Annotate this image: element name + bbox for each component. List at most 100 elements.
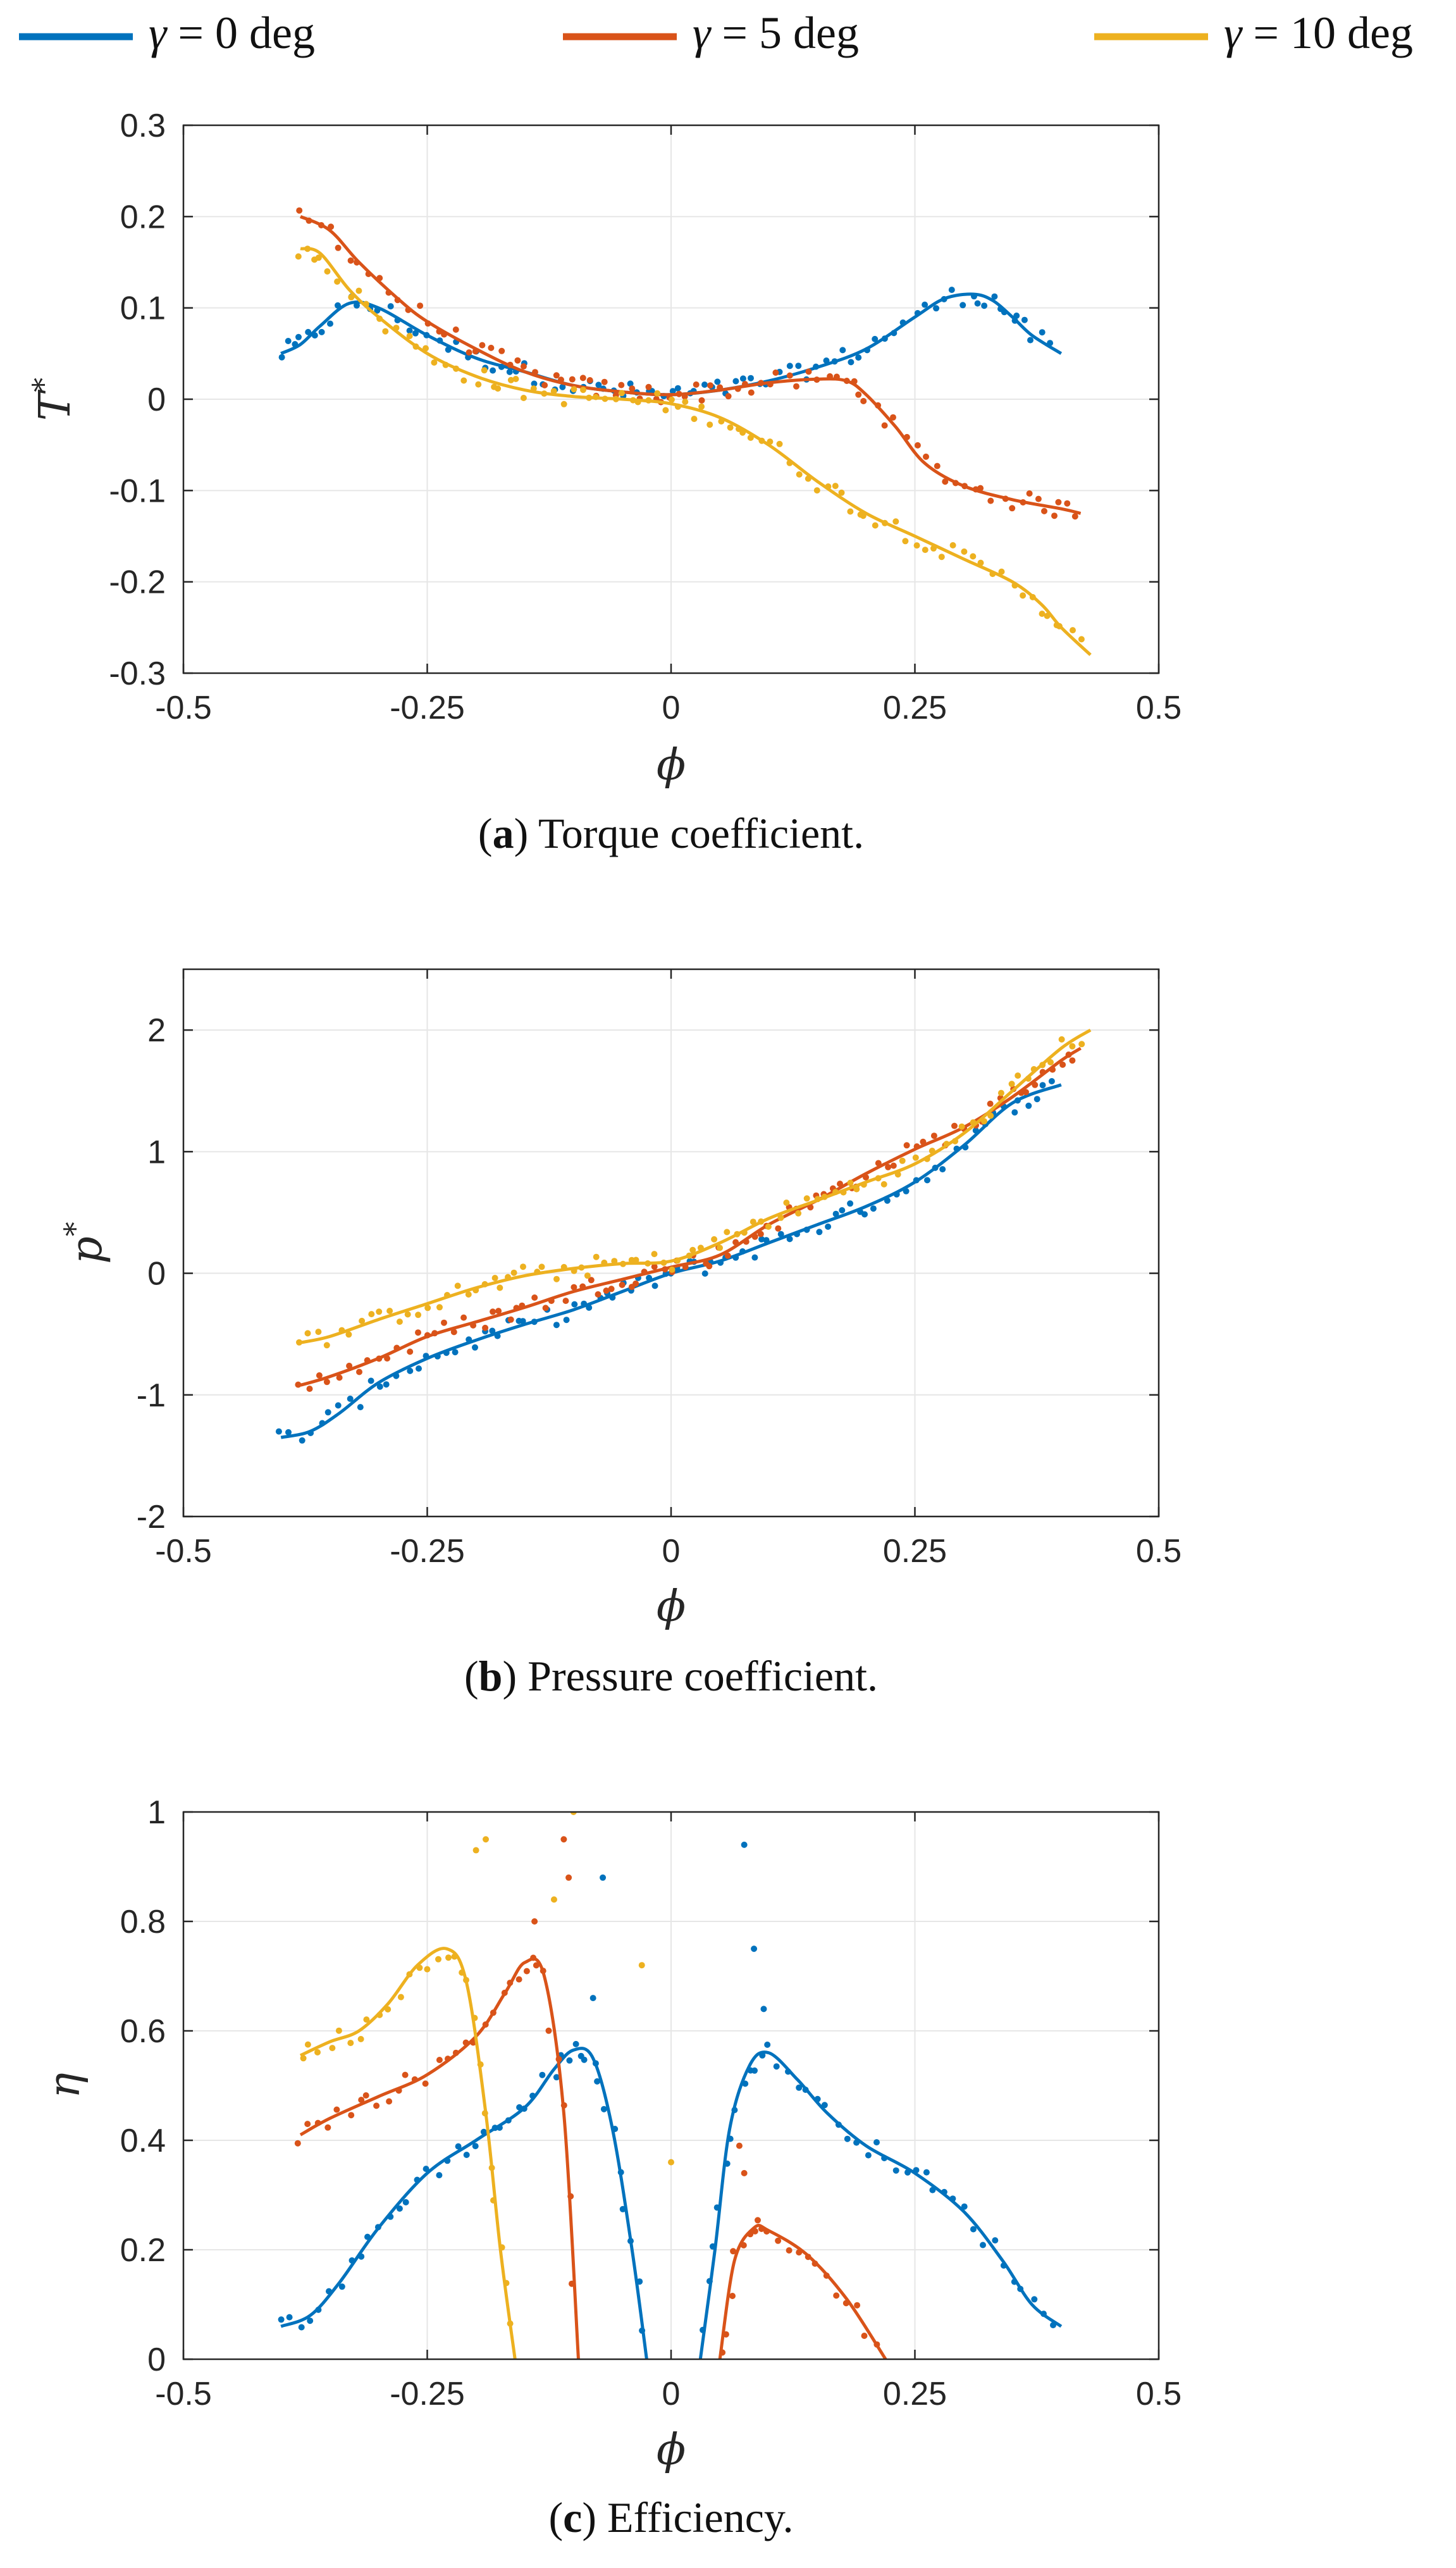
scatter-point	[359, 1317, 366, 1324]
scatter-point	[651, 1282, 658, 1289]
scatter-point	[974, 300, 981, 307]
y-axis-label-sup: *	[26, 378, 60, 392]
scatter-point	[724, 1229, 731, 1236]
scatter-point	[323, 1379, 330, 1386]
scatter-point	[275, 1428, 282, 1435]
scatter-point	[295, 1381, 302, 1388]
scatter-point	[324, 2124, 331, 2131]
scatter-point	[795, 1210, 802, 1217]
scatter-point	[707, 382, 713, 389]
scatter-point	[490, 367, 497, 374]
scatter-point	[542, 1305, 549, 1312]
scatter-point	[507, 376, 514, 383]
scatter-point	[892, 518, 899, 525]
scatter-point	[560, 1836, 567, 1843]
scatter-point	[588, 1277, 595, 1284]
scatter-point	[847, 508, 854, 515]
scatter-point	[415, 1312, 422, 1318]
chart-panel-c: -0.5 -0.25 0 0.25 0.5 0 0.2 0.4 0.6 0.8 1 ϕ η (c) Eff…	[40, 1794, 1181, 2541]
scatter-point	[495, 385, 502, 392]
scatter-point	[669, 388, 676, 395]
scatter-point	[324, 268, 331, 275]
scatter-point	[803, 1195, 810, 1202]
scatter-point	[563, 1317, 570, 1324]
scatter-point	[362, 2092, 369, 2099]
scatter-point	[796, 2084, 803, 2091]
scatter-point	[775, 1225, 782, 1232]
scatter-point	[890, 414, 896, 421]
scatter-point	[1039, 329, 1046, 336]
y-tick-label: 0.2	[120, 199, 166, 235]
y-tick-label: 2	[147, 1012, 166, 1049]
series-line	[299, 1957, 580, 2359]
scatter-point	[396, 1318, 403, 1325]
scatter-point	[773, 2063, 780, 2070]
series-line	[300, 1046, 1082, 1387]
scatter-point	[553, 2074, 560, 2081]
scatter-point	[406, 327, 413, 334]
scatter-point	[506, 368, 513, 375]
series-line	[299, 1947, 517, 2359]
scatter-point	[651, 1251, 658, 1258]
scatter-point	[689, 1246, 696, 1253]
scatter-point	[795, 363, 802, 369]
scatter-point	[706, 421, 713, 428]
series-line	[300, 1028, 1092, 1344]
y-tick-label: 0.4	[120, 2123, 166, 2159]
scatter-point	[691, 416, 698, 423]
scatter-point	[565, 1874, 572, 1881]
scatter-point	[402, 2199, 409, 2205]
scatter-point	[335, 2027, 342, 2034]
scatter-point	[368, 1311, 375, 1318]
scatter-point	[600, 2106, 607, 2112]
scatter-point	[870, 1205, 877, 1212]
scatter-point	[531, 380, 538, 387]
scatter-point	[987, 1112, 994, 1119]
scatter-point	[693, 381, 700, 388]
y-tick-label: -0.3	[109, 655, 166, 692]
scatter-point	[796, 471, 803, 478]
scatter-point	[1009, 505, 1016, 512]
scatter-point	[545, 2027, 552, 2034]
scatter-point	[608, 1286, 615, 1293]
scatter-point	[586, 377, 593, 383]
scatter-point	[1008, 1081, 1015, 1088]
scatter-point	[318, 328, 325, 335]
scatter-point	[669, 1266, 676, 1273]
scatter-point	[397, 1994, 404, 2000]
x-tick-label: 0.25	[883, 690, 947, 726]
scatter-point	[533, 1962, 540, 1969]
scatter-point	[417, 302, 424, 309]
scatter-point	[729, 2293, 736, 2299]
scatter-point	[298, 2324, 305, 2331]
scatter-point	[550, 1896, 557, 1903]
scatter-point	[472, 1344, 478, 1351]
x-tick-label: 0.25	[883, 1533, 947, 1570]
scatter-point	[1027, 337, 1033, 344]
scatter-point	[1078, 1041, 1085, 1048]
chart-panel-a: -0.5 -0.25 0 0.25 0.5 -0.3 -0.2 -0.1 0 0.1 0.2 0.3 ϕ…	[26, 108, 1181, 857]
scatter-point	[347, 257, 354, 264]
series-layer	[278, 207, 1092, 656]
scatter-point	[581, 2056, 588, 2063]
scatter-point	[951, 1122, 958, 1129]
scatter-point	[347, 1395, 354, 1402]
scatter-point	[566, 2057, 573, 2064]
scatter-point	[922, 547, 929, 554]
scatter-point	[416, 1365, 422, 1372]
scatter-point	[376, 1383, 383, 1390]
scatter-point	[1048, 1078, 1055, 1084]
scatter-point	[571, 1301, 578, 1308]
scatter-point	[724, 1252, 731, 1259]
scatter-point	[307, 2317, 314, 2324]
scatter-point	[363, 2016, 370, 2023]
scatter-point	[436, 2172, 443, 2179]
scatter-point	[579, 375, 586, 381]
scatter-point	[786, 1236, 793, 1243]
scatter-point	[300, 2055, 307, 2062]
caption-paren: (	[548, 2493, 563, 2541]
scatter-point	[584, 1272, 591, 1279]
scatter-point	[1039, 1082, 1046, 1089]
y-axis-label: T*	[26, 378, 80, 421]
scatter-point	[553, 372, 560, 379]
